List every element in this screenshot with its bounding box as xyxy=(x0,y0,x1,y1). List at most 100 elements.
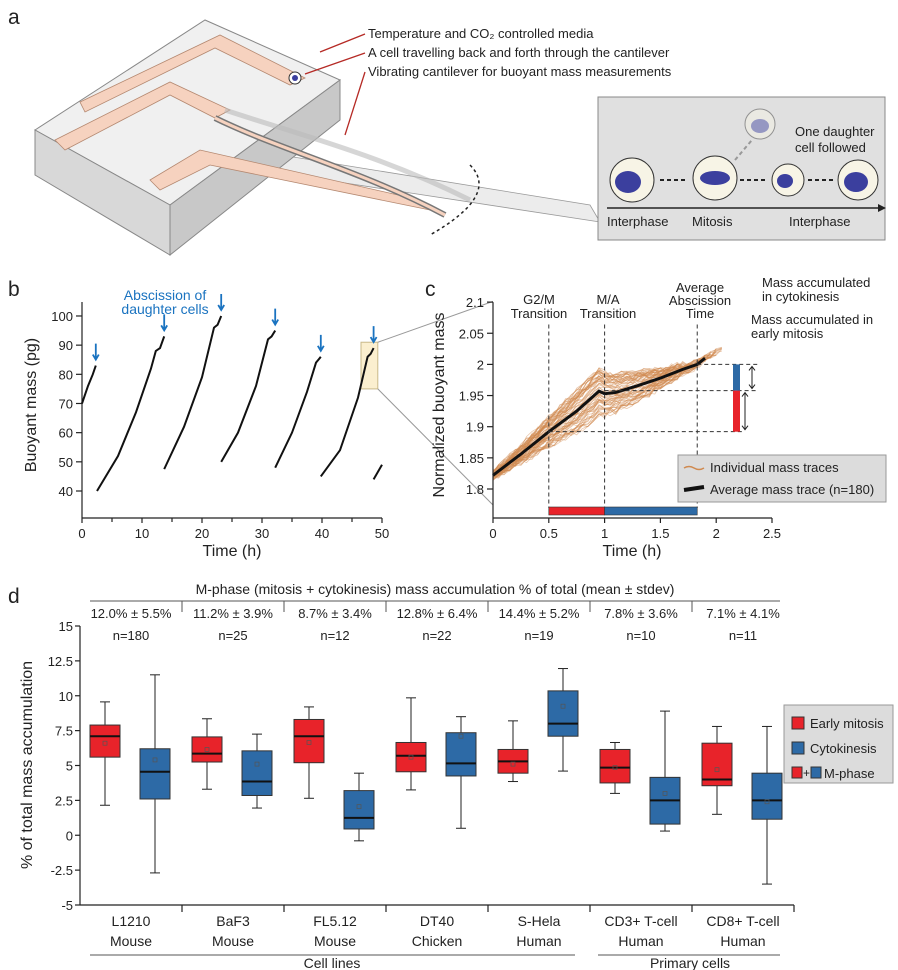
iqr-box xyxy=(293,718,325,764)
group-name: DT40 xyxy=(420,913,454,929)
abscission-annotation-line2: daughter cells xyxy=(121,301,208,317)
zoom-connector-line xyxy=(377,300,494,343)
chart-c-ylabel: Normalized buoyant mass xyxy=(431,313,448,498)
inset-followed-line1: One daughter xyxy=(795,124,875,139)
individual-mass-trace xyxy=(492,354,717,474)
sample-size: n=10 xyxy=(626,628,655,643)
mphase-stat: 12.0% ± 5.5% xyxy=(91,606,172,621)
group-species: Mouse xyxy=(212,933,254,949)
individual-mass-trace xyxy=(492,364,695,477)
box-early-mitosis xyxy=(599,741,631,794)
iqr-box xyxy=(547,690,579,737)
y-tick-label: 15 xyxy=(59,619,73,634)
group-name: CD3+ T-cell xyxy=(604,913,677,929)
individual-mass-trace xyxy=(492,363,694,475)
vline-label-abscission-2: Abscission xyxy=(669,293,731,308)
individual-mass-trace xyxy=(492,363,700,472)
y-tick-label: 100 xyxy=(51,309,73,324)
individual-mass-trace xyxy=(492,367,672,475)
legend-mphase: M-phase xyxy=(824,766,875,781)
sample-size: n=19 xyxy=(524,628,553,643)
abscission-arrow-icon xyxy=(92,343,100,362)
x-tick-label: 0 xyxy=(78,526,85,541)
chart-d-legend: Early mitosis Cytokinesis + M-phase xyxy=(783,704,894,784)
individual-mass-trace xyxy=(492,377,672,480)
individual-mass-trace xyxy=(492,365,700,476)
individual-mass-trace xyxy=(492,368,684,480)
iqr-box xyxy=(599,748,631,784)
callout-cell: A cell travelling back and forth through… xyxy=(368,45,670,60)
average-mass-trace xyxy=(492,356,706,477)
individual-mass-trace xyxy=(492,367,695,481)
x-tick-label: 1 xyxy=(601,526,608,541)
group-name: BaF3 xyxy=(216,913,250,929)
individual-mass-trace xyxy=(492,365,672,473)
legend-plus: + xyxy=(803,766,810,780)
vline-label-abscission-1: Average xyxy=(676,280,724,295)
individual-mass-trace xyxy=(492,365,678,472)
sample-size: n=25 xyxy=(218,628,247,643)
iqr-box xyxy=(395,741,427,773)
mean-marker xyxy=(458,733,464,739)
mean-marker xyxy=(560,703,566,709)
panel-label-c: c xyxy=(425,278,436,301)
y-tick-label: 1.95 xyxy=(459,389,484,404)
abscission-arrow-icon xyxy=(317,334,325,353)
legend-individual: Individual mass traces xyxy=(710,460,839,475)
vline-label-ma-1: M/A xyxy=(596,292,619,307)
individual-mass-trace xyxy=(492,363,683,474)
box-cytokinesis xyxy=(139,674,171,874)
individual-mass-trace xyxy=(492,349,717,477)
mass-trace-segment xyxy=(319,347,375,478)
individual-mass-trace xyxy=(492,376,672,479)
chart-c: 0 0.5 1 1.5 2 2.5 1.8 1.85 1.9 1.95 2 2.05 2.1 xyxy=(459,295,781,541)
individual-mass-trace xyxy=(492,366,678,478)
group-species: Chicken xyxy=(412,933,463,949)
y-tick-label: 1.9 xyxy=(466,420,484,435)
abscission-annotation-line1: Abscission of xyxy=(124,287,207,303)
panel-label-a: a xyxy=(8,6,20,29)
individual-mass-trace xyxy=(492,347,722,472)
abscission-arrow-icon xyxy=(271,308,279,327)
group-species: Mouse xyxy=(110,933,152,949)
chart-b-ylabel: Buoyant mass (pg) xyxy=(23,338,40,472)
mphase-stat: 12.8% ± 6.4% xyxy=(397,606,478,621)
y-tick-label: 1.85 xyxy=(459,451,484,466)
y-tick-label: 12.5 xyxy=(48,654,73,669)
mean-marker xyxy=(714,767,720,773)
mean-marker xyxy=(510,761,516,767)
y-tick-label: 90 xyxy=(59,338,73,353)
y-tick-label: 2.5 xyxy=(55,793,73,808)
double-arrow-icon xyxy=(748,365,756,390)
y-tick-label: 40 xyxy=(59,484,73,499)
early-mitosis-mass-bar xyxy=(733,390,740,432)
individual-mass-trace xyxy=(492,365,689,480)
phase-bar xyxy=(548,506,605,516)
sample-size: n=12 xyxy=(320,628,349,643)
individual-mass-trace xyxy=(492,358,706,477)
box-early-mitosis xyxy=(395,697,427,791)
y-tick-label: -2.5 xyxy=(51,863,73,878)
y-tick-label: 60 xyxy=(59,426,73,441)
individual-mass-trace xyxy=(492,368,694,476)
x-tick-label: 1.5 xyxy=(651,526,669,541)
legend-swatch-early xyxy=(791,716,805,730)
x-tick-label: 20 xyxy=(195,526,209,541)
mass-trace-segment xyxy=(81,365,97,404)
inset-stage-mitosis: Mitosis xyxy=(692,214,733,229)
bracket-cytokinesis-2: in cytokinesis xyxy=(762,289,840,304)
cell-cycle-inset xyxy=(597,96,886,241)
box-early-mitosis xyxy=(191,718,223,790)
mass-trace-segment xyxy=(96,336,166,492)
individual-mass-trace xyxy=(492,370,684,478)
mass-trace-segment xyxy=(220,330,277,463)
mean-marker xyxy=(152,757,158,763)
group-species: Human xyxy=(720,933,765,949)
individual-mass-trace xyxy=(492,355,706,475)
iqr-box xyxy=(191,736,223,763)
mitosis-cell-icon xyxy=(692,155,738,201)
x-tick-label: 0.5 xyxy=(540,526,558,541)
mean-marker xyxy=(356,804,362,810)
